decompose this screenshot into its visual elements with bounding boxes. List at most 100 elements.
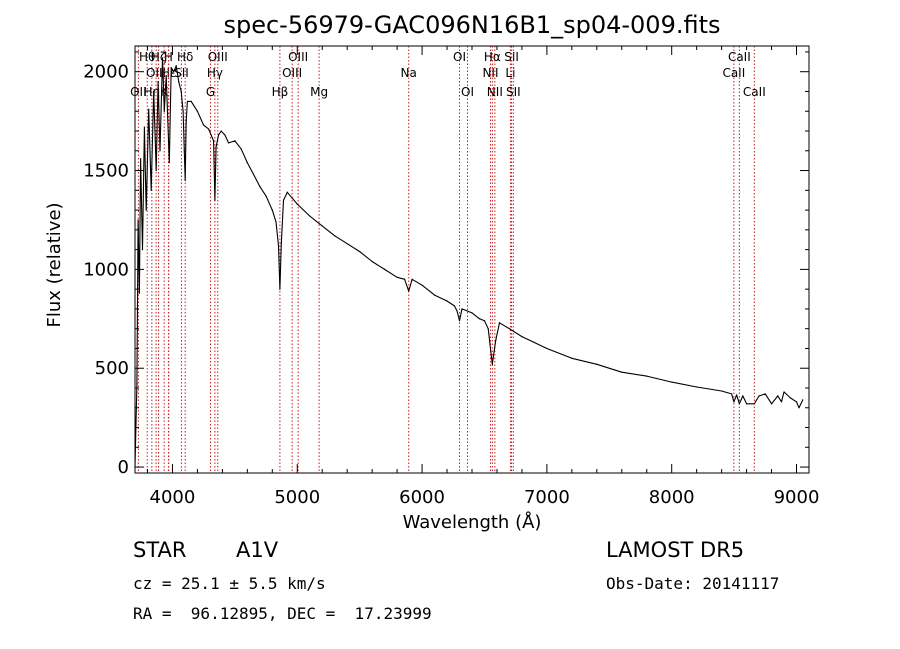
- spectrum-point: [145, 209, 147, 211]
- spectrum-point: [182, 110, 184, 112]
- line-marker-label: OI: [453, 50, 466, 64]
- x-axis-label: Wavelength (Å): [403, 511, 542, 533]
- spectrum-point: [758, 395, 760, 397]
- spectrum-point: [138, 292, 140, 294]
- spectrum-point: [265, 195, 267, 197]
- spectrum-point: [286, 191, 288, 193]
- spectrum-point: [384, 268, 386, 270]
- spectrum-point: [671, 381, 673, 383]
- spectrum-point: [456, 310, 458, 312]
- spectrum-point: [487, 328, 489, 330]
- spectrum-point: [213, 140, 215, 142]
- spectrum-point: [148, 108, 150, 110]
- spectrum-point: [621, 371, 623, 373]
- spectrum-point: [736, 394, 738, 396]
- spectrum-point: [478, 318, 481, 320]
- chart-title: spec-56979-GAC096N16B1_sp04-009.fits: [223, 11, 720, 39]
- line-marker-label: H: [164, 50, 173, 64]
- spectrum-point: [143, 126, 145, 128]
- line-marker-label: Hα: [484, 50, 501, 64]
- spectrum-point: [764, 393, 766, 395]
- spectrum-point: [738, 403, 740, 405]
- line-marker-label: SII: [504, 50, 519, 64]
- spectrum-point: [150, 189, 152, 191]
- spectrum-point: [411, 278, 413, 280]
- line-marker-label: OIII: [146, 66, 166, 80]
- spectrum-point: [498, 322, 501, 324]
- spectrum-point: [137, 219, 139, 221]
- spectrum-point: [421, 284, 423, 286]
- spectrum-point: [275, 221, 277, 223]
- series-layer: [134, 57, 804, 468]
- spectrum-point: [168, 162, 170, 164]
- spectrum-point: [491, 363, 493, 365]
- redshift-cz: cz = 25.1 ± 5.5 km/s: [133, 574, 326, 593]
- spectrum-point: [753, 403, 755, 405]
- line-marker-label: NII: [482, 66, 498, 80]
- line-marker-label: Hγ: [207, 66, 223, 80]
- y-axis-label: Flux (relative): [44, 202, 65, 327]
- spectrum-point: [461, 308, 463, 310]
- spectrum-point: [170, 67, 172, 69]
- line-marker-label: CaII: [743, 85, 766, 99]
- spectrum-point: [483, 320, 486, 322]
- spectrum-point: [190, 100, 192, 102]
- line-marker-label: Hθ: [139, 50, 155, 64]
- x-tick-label: 5000: [274, 487, 320, 508]
- y-tick-label: 1000: [83, 259, 129, 280]
- spectral-subclass: A1V: [236, 538, 279, 562]
- spectrum-point: [178, 80, 180, 83]
- spectrum-point: [742, 395, 744, 397]
- spectrum-point: [186, 100, 189, 102]
- spectrum-point: [321, 225, 323, 227]
- spectrum-point: [453, 305, 456, 307]
- spectrum-point: [733, 401, 735, 403]
- spectrum-point: [346, 243, 348, 245]
- spectrum-point: [228, 142, 230, 144]
- spectrum-point: [163, 110, 165, 112]
- spectrum-point: [220, 130, 222, 132]
- spectrum-point: [404, 278, 406, 280]
- spectrum-point: [745, 403, 748, 405]
- spectrum-point: [184, 179, 186, 182]
- line-marker-label: G: [206, 85, 215, 99]
- x-tick-label: 8000: [649, 487, 695, 508]
- spectrum-point: [259, 185, 261, 187]
- sky-coordinates: RA = 96.12895, DEC = 17.23999: [133, 604, 432, 623]
- spectrum-point: [218, 134, 220, 136]
- spectrum-point: [175, 65, 177, 67]
- spectrum-point: [291, 197, 293, 199]
- spectrum-point: [215, 146, 217, 148]
- spectrum-point: [408, 290, 410, 292]
- spectrum-point: [161, 57, 164, 59]
- spectrum-point: [282, 199, 285, 201]
- spectrum-point: [136, 383, 138, 385]
- spectrum-point: [180, 90, 182, 93]
- spectrum-point: [334, 235, 336, 237]
- object-type: STAR: [133, 538, 187, 562]
- x-tick-label: 9000: [774, 487, 820, 508]
- line-marker-label: K: [160, 85, 169, 99]
- spectrum-point: [696, 386, 698, 388]
- spectrum-point: [309, 215, 311, 217]
- spectrum-point: [780, 401, 783, 403]
- spectrum-point: [508, 328, 511, 330]
- line-marker-label: OIII: [282, 66, 302, 80]
- spectrum-point: [433, 294, 436, 296]
- spectrum-point: [280, 243, 282, 245]
- spectrum-point: [546, 347, 548, 350]
- spectrum-point: [157, 80, 159, 83]
- spectrum-point: [277, 245, 280, 247]
- spectrum-point: [783, 391, 785, 393]
- spectrum-point: [789, 397, 791, 399]
- line-marker-label: Na: [401, 66, 417, 80]
- spectrum-point: [141, 249, 144, 251]
- spectrum-point: [359, 250, 361, 253]
- line-marker-label: OIII: [288, 50, 308, 64]
- spectrum-point: [208, 128, 210, 130]
- spectrum-point: [802, 399, 804, 401]
- spectrum-point: [495, 339, 497, 342]
- line-marker-label: OII: [130, 85, 147, 99]
- spectrum-point: [196, 110, 199, 112]
- line-marker-label: Hδ: [177, 50, 193, 64]
